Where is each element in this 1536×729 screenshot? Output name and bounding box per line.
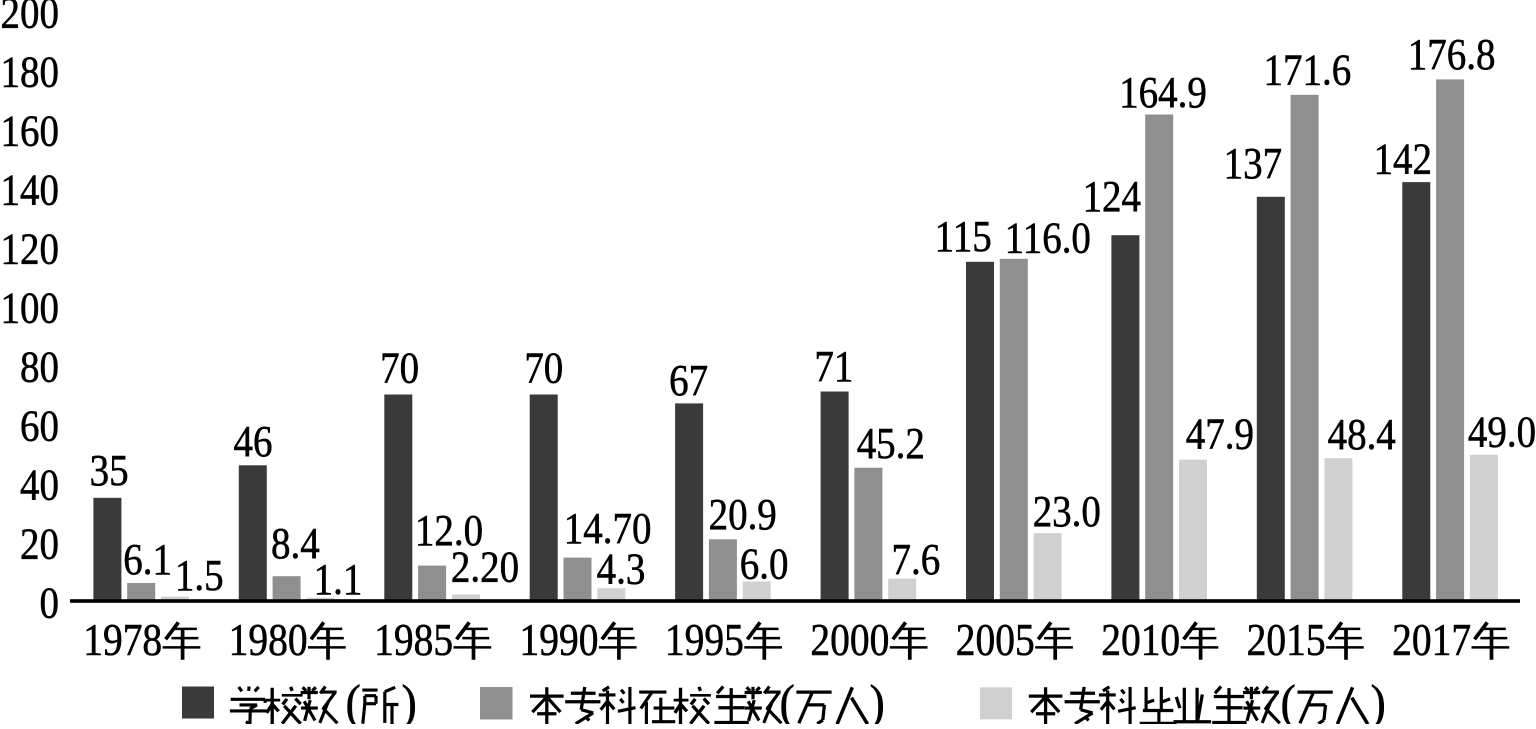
- svg-text:120: 120: [1, 225, 59, 274]
- svg-text:20: 20: [20, 520, 59, 569]
- svg-text:67: 67: [669, 357, 708, 406]
- svg-text:115: 115: [935, 213, 992, 262]
- svg-text:60: 60: [20, 402, 59, 451]
- svg-text:(: (: [346, 675, 361, 724]
- svg-text:35: 35: [90, 447, 129, 496]
- svg-text:20.9: 20.9: [709, 491, 777, 540]
- svg-text:2010: 2010: [1101, 616, 1180, 666]
- svg-text:70: 70: [380, 344, 419, 393]
- svg-text:49.0: 49.0: [1468, 408, 1536, 457]
- svg-text:48.4: 48.4: [1328, 411, 1396, 460]
- svg-text:71: 71: [814, 343, 853, 392]
- svg-text:2000: 2000: [810, 616, 889, 666]
- svg-text:116.0: 116.0: [1005, 214, 1091, 263]
- svg-text:4.3: 4.3: [597, 545, 646, 594]
- svg-text:70: 70: [524, 344, 563, 393]
- svg-text:1.5: 1.5: [175, 552, 224, 601]
- svg-text:8.4: 8.4: [271, 520, 320, 569]
- svg-text:45.2: 45.2: [857, 420, 925, 469]
- svg-text:): ): [402, 675, 417, 724]
- svg-text:124: 124: [1083, 173, 1142, 222]
- svg-text:142: 142: [1374, 135, 1432, 184]
- svg-text:2017: 2017: [1392, 616, 1471, 666]
- svg-text:80: 80: [20, 343, 59, 392]
- svg-text:1995: 1995: [665, 616, 744, 666]
- svg-text:): ): [870, 675, 885, 724]
- svg-text:180: 180: [1, 48, 59, 97]
- svg-text:176.8: 176.8: [1408, 31, 1496, 80]
- svg-text:40: 40: [20, 461, 59, 510]
- svg-text:0: 0: [40, 579, 59, 628]
- svg-text:1980: 1980: [229, 616, 308, 666]
- svg-text:7.6: 7.6: [892, 536, 941, 585]
- svg-text:1.1: 1.1: [314, 556, 363, 605]
- svg-text:2005: 2005: [956, 616, 1035, 666]
- svg-text:1985: 1985: [374, 616, 453, 666]
- svg-text:171.6: 171.6: [1264, 46, 1352, 95]
- svg-text:2.20: 2.20: [451, 543, 519, 592]
- svg-text:137: 137: [1224, 140, 1282, 189]
- svg-text:6.0: 6.0: [740, 540, 789, 589]
- svg-text:164.9: 164.9: [1119, 69, 1207, 118]
- svg-text:14.70: 14.70: [564, 505, 652, 554]
- svg-text:23.0: 23.0: [1033, 488, 1101, 537]
- svg-text:1990: 1990: [520, 616, 599, 666]
- svg-text:100: 100: [1, 284, 59, 333]
- svg-text:2015: 2015: [1247, 616, 1326, 666]
- svg-text:1978: 1978: [83, 616, 162, 666]
- svg-text:): ): [1371, 675, 1386, 724]
- svg-text:(: (: [780, 675, 795, 724]
- svg-text:12.0: 12.0: [415, 507, 483, 556]
- svg-text:160: 160: [1, 107, 59, 156]
- svg-text:140: 140: [1, 166, 59, 215]
- svg-text:(: (: [1281, 675, 1296, 724]
- svg-text:6.1: 6.1: [123, 536, 172, 585]
- svg-text:200: 200: [1, 0, 59, 38]
- svg-text:46: 46: [234, 418, 273, 467]
- svg-text:47.9: 47.9: [1186, 410, 1254, 459]
